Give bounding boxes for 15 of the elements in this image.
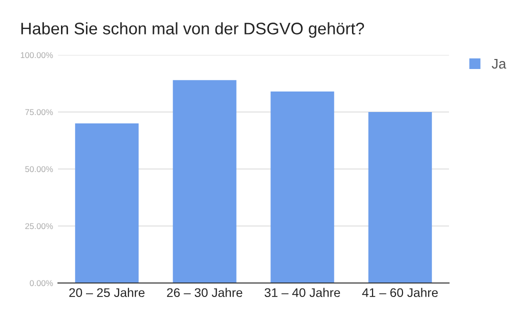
bar: [270, 91, 334, 283]
y-tick-label: 25.00%: [25, 223, 53, 230]
y-tick-label: 0.00%: [30, 280, 53, 286]
x-tick-label: 41 – 60 Jahre: [362, 288, 438, 298]
y-tick-label: 50.00%: [25, 166, 53, 172]
x-tick-label: 26 – 30 Jahre: [167, 288, 242, 298]
bar: [172, 80, 236, 283]
x-tick-label: 20 – 25 Jahre: [69, 288, 145, 298]
bar: [368, 112, 432, 283]
legend-label: Ja: [492, 58, 506, 69]
y-tick-label: 75.00%: [25, 109, 53, 116]
chart-title: Haben Sie schon mal von der DSGVO gehört?: [21, 22, 364, 38]
x-tick-label: 31 – 40 Jahre: [264, 288, 340, 298]
bar: [75, 123, 139, 283]
y-tick-label: 100.00%: [20, 52, 53, 58]
